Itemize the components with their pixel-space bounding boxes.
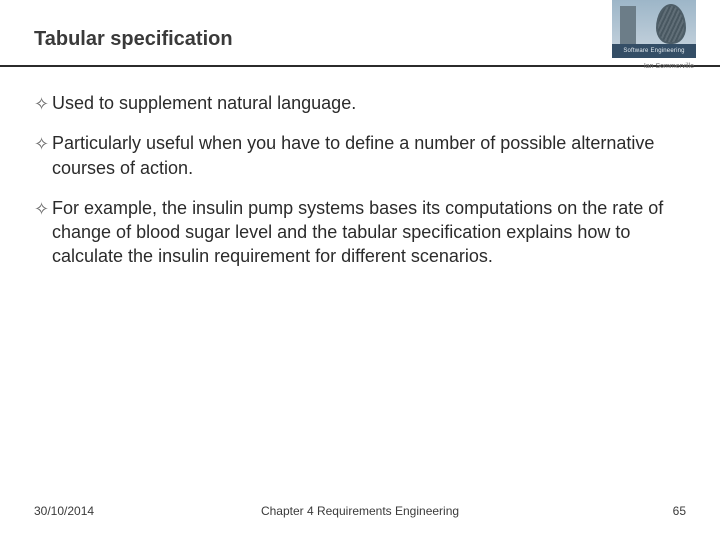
bullet-item: ✧ For example, the insulin pump systems … [34,196,686,269]
book-cover-thumbnail: Software Engineering Ian Sommerville [612,0,696,58]
footer-page-number: 65 [673,504,686,518]
bullet-text: For example, the insulin pump systems ba… [52,196,686,269]
thumbnail-gherkin [656,4,686,44]
bullet-text: Used to supplement natural language. [52,91,686,115]
bullet-item: ✧ Used to supplement natural language. [34,91,686,115]
slide-body: ✧ Used to supplement natural language. ✧… [0,67,720,269]
slide-title: Tabular specification [34,28,686,51]
thumbnail-title-text: Software Engineering [623,48,684,54]
bullet-marker-icon: ✧ [34,92,52,116]
bullet-marker-icon: ✧ [34,197,52,221]
slide-header: Tabular specification Software Engineeri… [0,0,720,65]
bullet-text: Particularly useful when you have to def… [52,131,686,180]
bullet-item: ✧ Particularly useful when you have to d… [34,131,686,180]
slide: Tabular specification Software Engineeri… [0,0,720,540]
footer-chapter: Chapter 4 Requirements Engineering [0,504,720,518]
thumbnail-author: Ian Sommerville [644,63,694,70]
thumbnail-title-band: Software Engineering [612,44,696,58]
thumbnail-building-left [620,6,636,44]
footer-date: 30/10/2014 [34,504,94,518]
slide-footer: 30/10/2014 Chapter 4 Requirements Engine… [0,504,720,518]
bullet-marker-icon: ✧ [34,132,52,156]
